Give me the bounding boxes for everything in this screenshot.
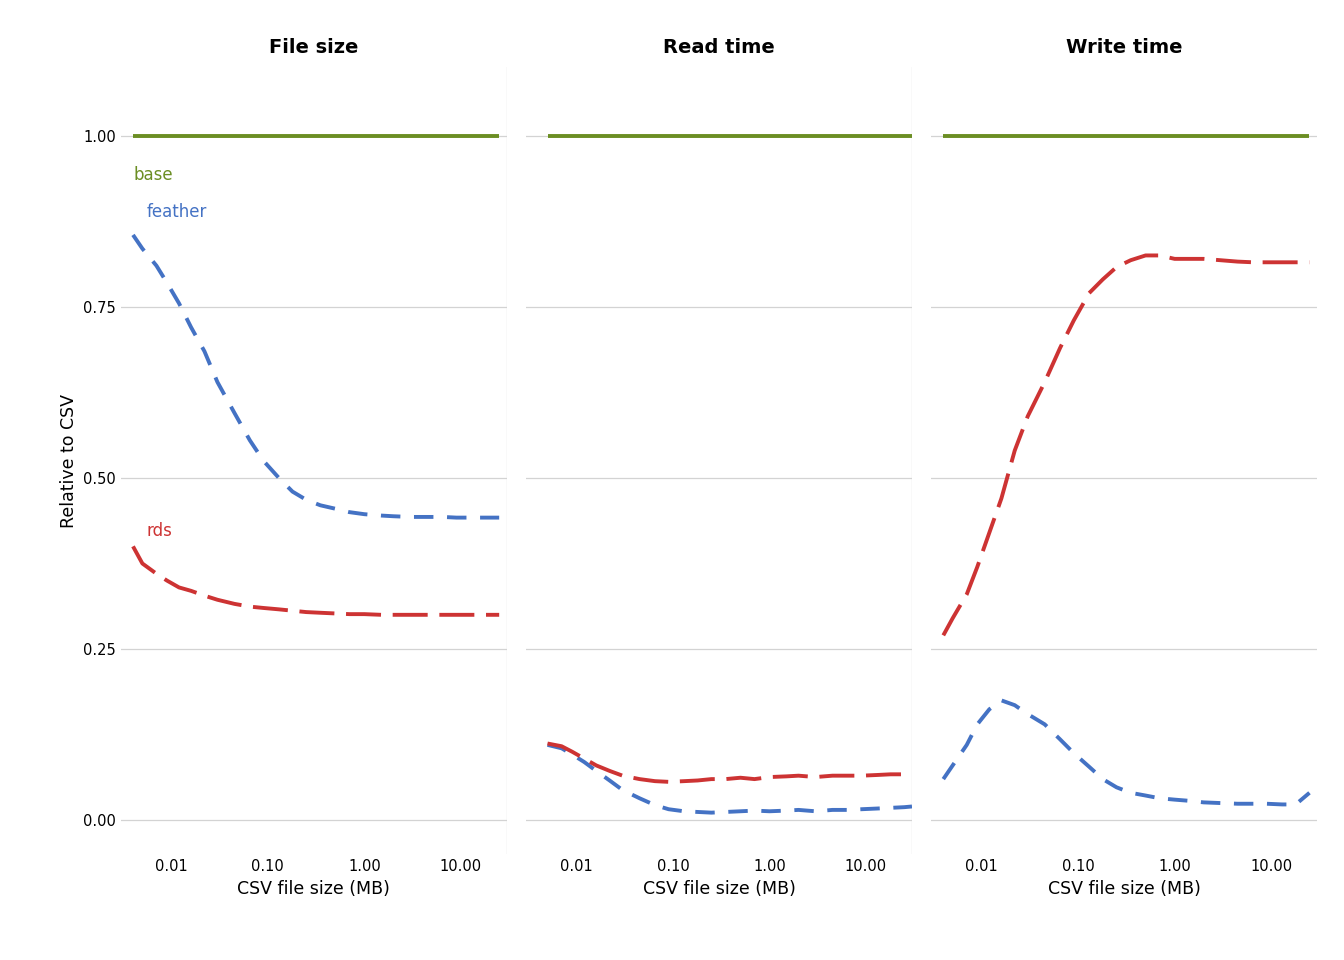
Title: Write time: Write time <box>1066 38 1183 58</box>
Y-axis label: Relative to CSV: Relative to CSV <box>59 394 78 528</box>
X-axis label: CSV file size (MB): CSV file size (MB) <box>642 879 796 898</box>
X-axis label: CSV file size (MB): CSV file size (MB) <box>1048 879 1200 898</box>
Title: File size: File size <box>269 38 359 58</box>
Text: base: base <box>133 166 172 184</box>
Title: Read time: Read time <box>663 38 775 58</box>
Text: rds: rds <box>146 521 172 540</box>
X-axis label: CSV file size (MB): CSV file size (MB) <box>238 879 390 898</box>
Text: feather: feather <box>146 204 207 221</box>
